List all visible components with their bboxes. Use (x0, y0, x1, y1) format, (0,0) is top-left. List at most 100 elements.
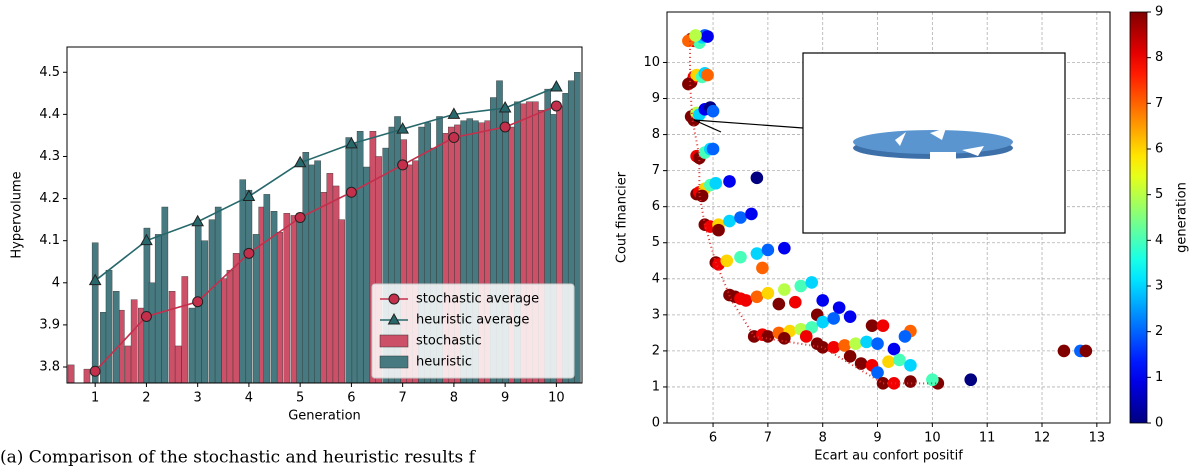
point (751, 247, 764, 260)
point (964, 373, 977, 386)
marker (398, 160, 408, 170)
point (844, 310, 857, 323)
point (827, 341, 840, 354)
point (778, 242, 791, 255)
marker (295, 213, 305, 223)
marker (244, 248, 254, 258)
point (816, 294, 829, 307)
point (701, 69, 714, 82)
point (723, 215, 736, 228)
y-tick-label: 5 (652, 235, 660, 250)
y-tick-label: 3.9 (39, 317, 60, 332)
point (816, 341, 829, 354)
point (800, 330, 813, 343)
point (888, 343, 901, 356)
bar (202, 241, 208, 383)
y-tick-label: 0 (652, 416, 660, 431)
colorbar (1130, 12, 1147, 423)
marker (346, 187, 356, 197)
x-tick-label: 3 (194, 391, 202, 406)
point (720, 254, 733, 267)
point (689, 29, 702, 42)
point (838, 339, 851, 352)
colorbar-label: generation (1175, 182, 1190, 253)
bar (574, 72, 580, 383)
bar (277, 232, 283, 383)
point (904, 375, 917, 388)
bar (92, 243, 98, 383)
legend-label: stochastic (416, 334, 482, 349)
legend-marker (389, 294, 399, 304)
x-tick-label: 8 (819, 431, 827, 446)
y-tick-label: 9 (652, 91, 660, 106)
bar (182, 276, 188, 383)
point (734, 211, 747, 224)
point (882, 355, 895, 368)
figure: (a) Comparison of the stochastic and heu… (0, 0, 1195, 468)
point (904, 359, 917, 372)
bar (106, 270, 112, 383)
y-tick-label: 4 (652, 271, 660, 286)
bar (246, 190, 252, 383)
bar (264, 194, 270, 383)
point (707, 143, 720, 156)
caption: (a) Comparison of the stochastic and heu… (0, 448, 477, 468)
x-axis-label: Ecart au confort positif (814, 449, 963, 464)
bar (253, 234, 259, 383)
point (762, 287, 775, 300)
bar (339, 220, 345, 383)
y-tick-label: 2 (652, 343, 660, 358)
point (723, 175, 736, 188)
y-tick-label: 10 (643, 55, 660, 70)
point (740, 294, 753, 307)
point (871, 337, 884, 350)
x-tick-label: 9 (501, 391, 509, 406)
point (855, 357, 868, 370)
colorbar-tick-label: 1 (1155, 370, 1163, 385)
y-tick-label: 3.8 (39, 360, 60, 375)
x-tick-label: 10 (548, 391, 565, 406)
colorbar-tick-label: 5 (1155, 187, 1163, 202)
colorbar-tick-label: 0 (1155, 416, 1163, 431)
point (794, 280, 807, 293)
point (833, 301, 846, 314)
point (778, 332, 791, 345)
point (827, 312, 840, 325)
bar (100, 312, 106, 383)
point (773, 298, 786, 311)
legend-label: heuristic (416, 355, 472, 370)
bar (131, 300, 137, 383)
bar (364, 167, 370, 383)
point (1058, 345, 1071, 358)
bar (189, 308, 195, 383)
point (712, 224, 725, 237)
y-tick-label: 6 (652, 199, 660, 214)
y-tick-label: 4.1 (39, 233, 60, 248)
y-tick-label: 4.2 (39, 191, 60, 206)
bar (113, 291, 119, 383)
x-tick-label: 6 (709, 431, 717, 446)
x-tick-label: 5 (296, 391, 304, 406)
marker (141, 311, 151, 321)
y-tick-label: 4.4 (39, 107, 60, 122)
marker (500, 122, 510, 132)
point (860, 336, 873, 349)
point (734, 251, 747, 264)
bar (291, 215, 297, 383)
bar (240, 180, 246, 383)
legend-label: heuristic average (416, 313, 529, 328)
bar (297, 213, 303, 383)
y-tick-label: 8 (652, 127, 660, 142)
bar (321, 192, 327, 383)
bar (346, 138, 352, 383)
y-tick-label: 4.5 (39, 65, 60, 80)
colorbar-tick-label: 8 (1155, 50, 1163, 65)
x-tick-label: 12 (1034, 431, 1051, 446)
bar (155, 234, 161, 383)
x-tick-label: 6 (347, 391, 355, 406)
x-tick-label: 7 (399, 391, 407, 406)
x-tick-label: 2 (142, 391, 150, 406)
x-tick-label: 1 (91, 391, 99, 406)
bar (215, 207, 221, 383)
marker (449, 133, 459, 143)
